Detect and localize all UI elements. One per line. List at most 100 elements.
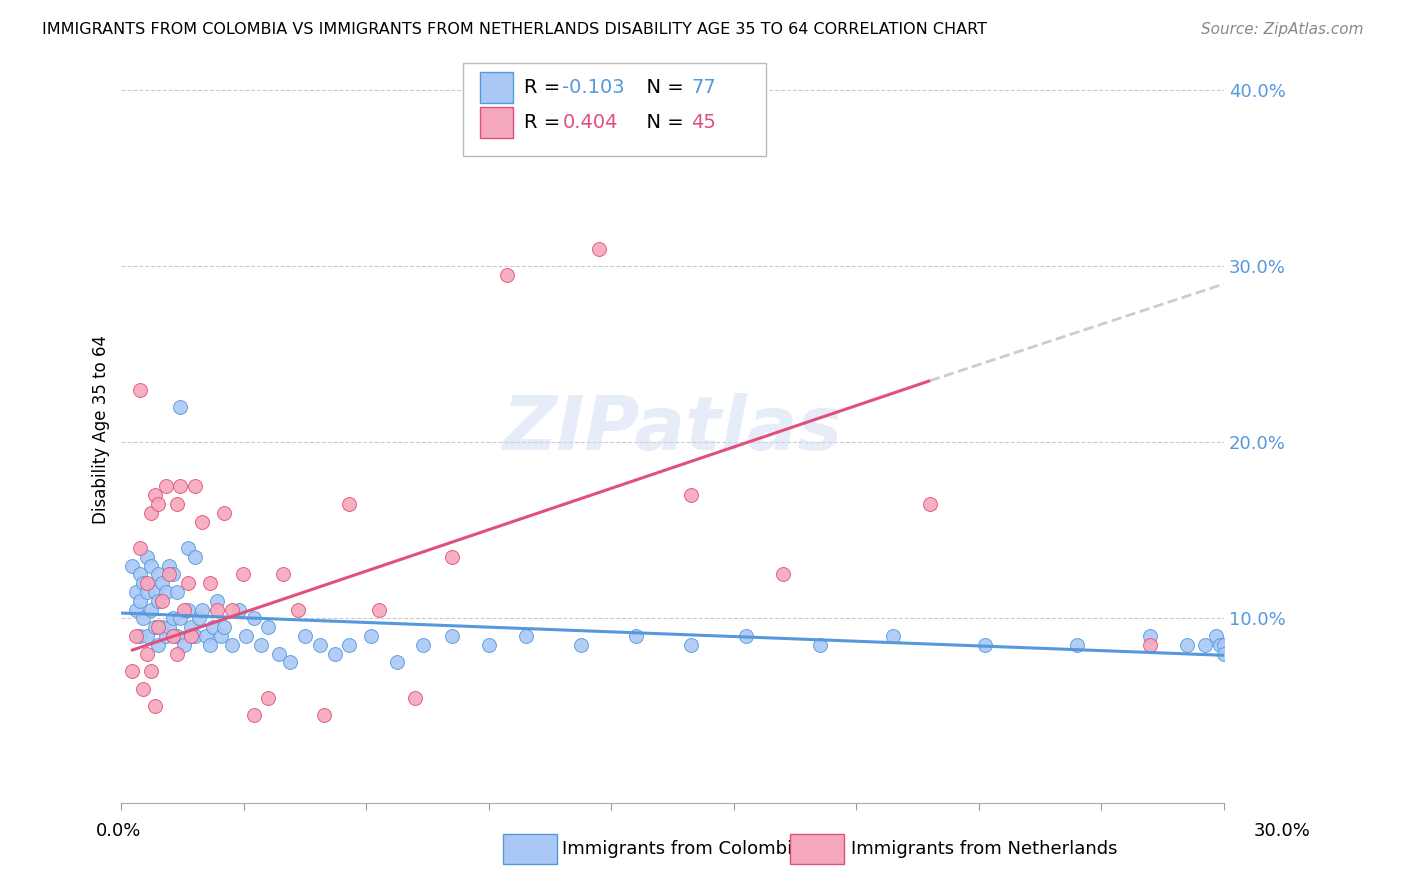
Point xyxy=(735,629,758,643)
Point xyxy=(136,647,159,661)
Point xyxy=(294,629,316,643)
Point xyxy=(121,558,143,573)
Point xyxy=(1209,638,1232,652)
Point xyxy=(588,242,610,256)
Point xyxy=(1066,638,1088,652)
Point xyxy=(772,567,794,582)
Point xyxy=(478,638,501,652)
Point xyxy=(143,488,166,502)
Point xyxy=(257,690,280,705)
Point xyxy=(148,497,170,511)
Point xyxy=(150,593,173,607)
Text: N =: N = xyxy=(634,78,690,97)
Point xyxy=(125,602,148,616)
Point xyxy=(1139,638,1161,652)
Point xyxy=(143,585,166,599)
Point xyxy=(150,576,173,591)
Point xyxy=(121,664,143,678)
Point xyxy=(173,602,195,616)
Point xyxy=(287,602,309,616)
Point xyxy=(515,629,537,643)
Point xyxy=(169,479,191,493)
Point xyxy=(194,629,217,643)
Text: IMMIGRANTS FROM COLOMBIA VS IMMIGRANTS FROM NETHERLANDS DISABILITY AGE 35 TO 64 : IMMIGRANTS FROM COLOMBIA VS IMMIGRANTS F… xyxy=(42,22,987,37)
Point xyxy=(125,629,148,643)
Point xyxy=(918,497,941,511)
Text: -0.103: -0.103 xyxy=(562,78,626,97)
Point xyxy=(1139,629,1161,643)
Point xyxy=(242,611,264,625)
Point xyxy=(136,629,159,643)
Text: R =: R = xyxy=(524,113,567,132)
Point xyxy=(269,647,291,661)
Point xyxy=(1212,647,1234,661)
Point xyxy=(184,549,207,564)
Point xyxy=(157,620,180,634)
Point xyxy=(169,611,191,625)
FancyBboxPatch shape xyxy=(479,107,513,138)
Point xyxy=(139,506,162,520)
Text: 0.404: 0.404 xyxy=(562,113,617,132)
Text: N =: N = xyxy=(634,113,690,132)
Point xyxy=(169,400,191,414)
Point xyxy=(441,629,464,643)
Point xyxy=(202,620,225,634)
Text: ZIPatlas: ZIPatlas xyxy=(502,392,842,466)
Point xyxy=(205,593,228,607)
Point xyxy=(412,638,434,652)
Text: R =: R = xyxy=(524,78,567,97)
Point xyxy=(882,629,904,643)
Point xyxy=(132,611,155,625)
Point xyxy=(176,541,198,555)
Point xyxy=(221,602,243,616)
Point xyxy=(136,549,159,564)
Point xyxy=(1212,638,1234,652)
Point xyxy=(125,585,148,599)
Point xyxy=(271,567,294,582)
Point xyxy=(128,383,150,397)
Point xyxy=(205,602,228,616)
Point xyxy=(148,567,170,582)
Point xyxy=(166,497,188,511)
Point xyxy=(157,558,180,573)
Point xyxy=(157,567,180,582)
Point xyxy=(679,638,702,652)
Point xyxy=(143,699,166,714)
Point xyxy=(337,638,360,652)
Point xyxy=(1205,629,1227,643)
Point xyxy=(360,629,382,643)
Text: Source: ZipAtlas.com: Source: ZipAtlas.com xyxy=(1201,22,1364,37)
Y-axis label: Disability Age 35 to 64: Disability Age 35 to 64 xyxy=(93,334,110,524)
Point xyxy=(166,629,188,643)
Point xyxy=(441,549,464,564)
Point xyxy=(974,638,997,652)
FancyBboxPatch shape xyxy=(479,71,513,103)
Point xyxy=(496,268,519,282)
Point xyxy=(679,488,702,502)
Point xyxy=(1175,638,1198,652)
Point xyxy=(162,567,184,582)
Point xyxy=(132,681,155,696)
Point xyxy=(214,620,236,634)
Point xyxy=(404,690,426,705)
Text: 77: 77 xyxy=(692,78,716,97)
Point xyxy=(173,638,195,652)
Point xyxy=(232,567,254,582)
Point xyxy=(569,638,592,652)
Point xyxy=(166,647,188,661)
Point xyxy=(176,576,198,591)
Point xyxy=(176,602,198,616)
Point xyxy=(128,593,150,607)
Point xyxy=(139,664,162,678)
Point xyxy=(180,620,202,634)
Point xyxy=(385,656,408,670)
Text: 45: 45 xyxy=(692,113,716,132)
Point xyxy=(337,497,360,511)
Point xyxy=(184,629,207,643)
Point xyxy=(198,638,221,652)
Point xyxy=(155,585,177,599)
Point xyxy=(624,629,647,643)
Point xyxy=(228,602,250,616)
Point xyxy=(155,629,177,643)
Point xyxy=(148,638,170,652)
